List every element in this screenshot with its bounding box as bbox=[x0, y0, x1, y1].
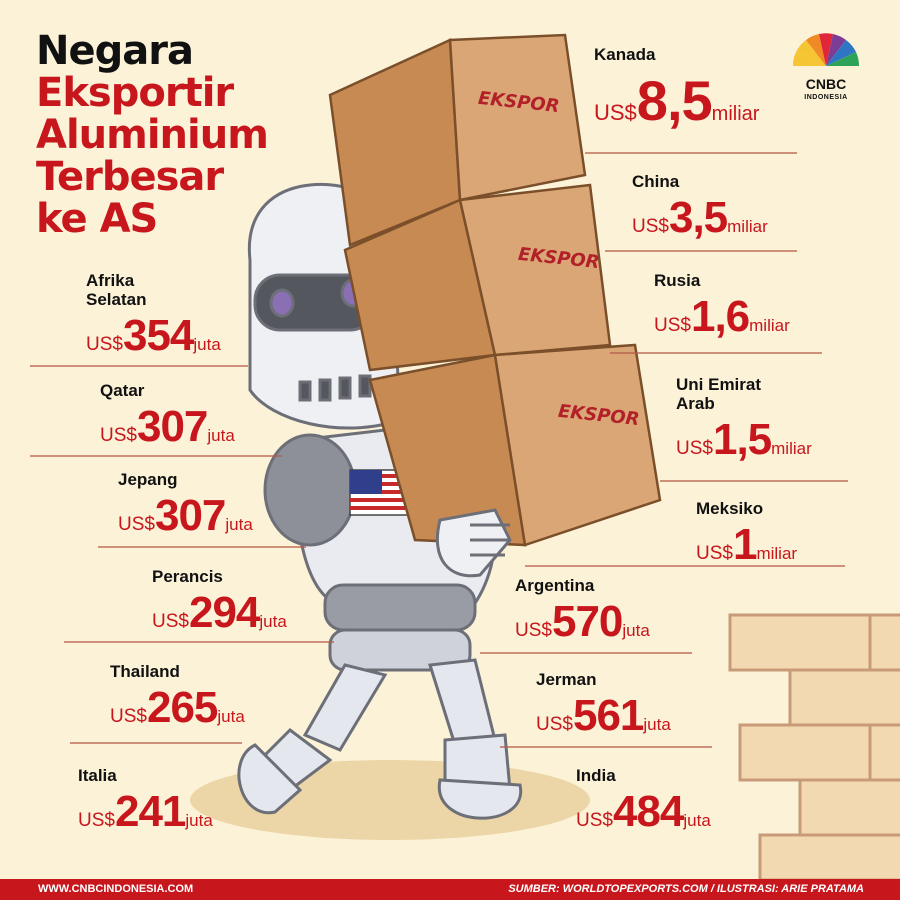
country-name: Jerman bbox=[536, 670, 597, 689]
page-title: Negara Eksportir Aluminium Terbesar ke A… bbox=[36, 28, 269, 242]
robot-hand bbox=[435, 508, 512, 578]
country-value: US$294juta bbox=[152, 588, 287, 637]
country-value: US$1,6miliar bbox=[654, 292, 790, 341]
country-entry-argentina: Argentina US$570juta bbox=[515, 576, 650, 647]
country-entry-qatar: Qatar US$307juta bbox=[100, 381, 235, 452]
country-name: China bbox=[632, 172, 680, 191]
cnbc-logo-icon bbox=[792, 33, 860, 66]
country-name: Argentina bbox=[515, 576, 595, 595]
title-line-1: Negara bbox=[36, 28, 194, 74]
country-value: US$354juta bbox=[86, 311, 221, 360]
divider bbox=[500, 746, 712, 748]
title-line-2: Eksportir bbox=[36, 70, 234, 116]
export-boxes bbox=[328, 33, 662, 547]
country-name: Perancis bbox=[152, 567, 223, 586]
divider bbox=[70, 742, 242, 744]
divider bbox=[605, 250, 797, 252]
title-line-3: Aluminium bbox=[36, 112, 269, 158]
logo-name: CNBC bbox=[805, 76, 847, 92]
divider bbox=[480, 652, 692, 654]
country-entry-italia: Italia US$241juta bbox=[78, 766, 213, 837]
country-entry-meksiko: Meksiko US$1miliar bbox=[696, 499, 797, 570]
country-value: US$570juta bbox=[515, 597, 650, 646]
country-entry-uni-emirat-arab: Uni Emirat Arab US$1,5miliar bbox=[676, 375, 812, 465]
country-value: US$265juta bbox=[110, 683, 245, 732]
country-entry-rusia: Rusia US$1,6miliar bbox=[654, 271, 790, 342]
divider bbox=[610, 352, 822, 354]
footer-bar: WWW.CNBCINDONESIA.COM SUMBER: WORLDTOPEX… bbox=[0, 879, 900, 900]
divider bbox=[585, 152, 797, 154]
country-entry-kanada: Kanada US$8,5miliar bbox=[594, 45, 759, 133]
divider bbox=[98, 546, 306, 548]
divider bbox=[525, 565, 845, 567]
country-name: India bbox=[576, 766, 616, 785]
country-entry-india: India US$484juta bbox=[576, 766, 711, 837]
country-name: Qatar bbox=[100, 381, 145, 400]
country-value: US$307juta bbox=[118, 491, 253, 540]
country-name: Thailand bbox=[110, 662, 180, 681]
robot-legs bbox=[237, 628, 523, 820]
logo-sub: INDONESIA bbox=[804, 94, 848, 101]
brick-wall bbox=[728, 613, 900, 882]
country-name: Meksiko bbox=[696, 499, 764, 518]
country-value: US$307juta bbox=[100, 402, 235, 451]
country-value: US$484juta bbox=[576, 787, 711, 836]
country-value: US$8,5miliar bbox=[594, 69, 760, 132]
country-value: US$3,5miliar bbox=[632, 193, 768, 242]
country-name: Italia bbox=[78, 766, 117, 785]
divider bbox=[30, 455, 282, 457]
country-entry-thailand: Thailand US$265juta bbox=[110, 662, 245, 733]
divider bbox=[660, 480, 848, 482]
divider bbox=[30, 365, 248, 367]
country-value: US$241juta bbox=[78, 787, 213, 836]
country-value: US$1,5miliar bbox=[676, 415, 812, 464]
country-value: US$561juta bbox=[536, 691, 671, 740]
country-entry-china: China US$3,5miliar bbox=[632, 172, 768, 243]
country-name: Afrika Selatan bbox=[86, 271, 147, 309]
divider bbox=[64, 641, 334, 643]
title-line-4: Terbesar bbox=[36, 154, 224, 200]
cnbc-logo: CNBC INDONESIA bbox=[790, 76, 862, 104]
footer-source: SUMBER: WORLDTOPEXPORTS.COM / ILUSTRASI:… bbox=[508, 883, 864, 895]
country-name: Rusia bbox=[654, 271, 701, 290]
country-entry-jepang: Jepang US$307juta bbox=[118, 470, 253, 541]
footer-website: WWW.CNBCINDONESIA.COM bbox=[38, 883, 194, 895]
country-name: Jepang bbox=[118, 470, 178, 489]
country-entry-jerman: Jerman US$561juta bbox=[536, 670, 671, 741]
country-entry-perancis: Perancis US$294juta bbox=[152, 567, 287, 638]
country-name: Kanada bbox=[594, 45, 656, 64]
country-name: Uni Emirat Arab bbox=[676, 375, 762, 413]
country-entry-afrika-selatan: Afrika Selatan US$354juta bbox=[86, 271, 221, 361]
country-value: US$1miliar bbox=[696, 520, 798, 569]
title-line-5: ke AS bbox=[36, 196, 158, 242]
